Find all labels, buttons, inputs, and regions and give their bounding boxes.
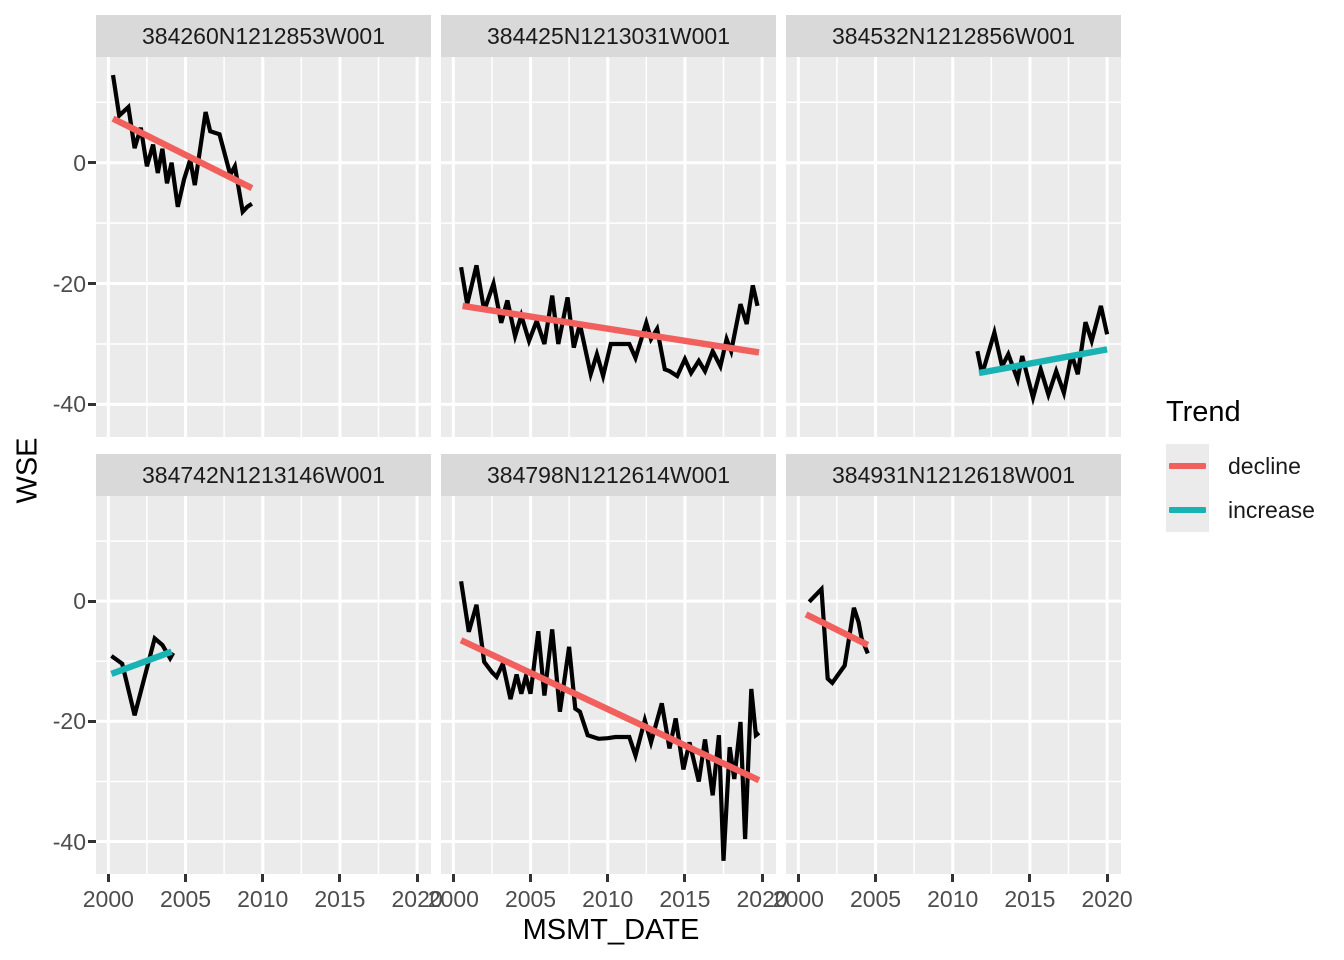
- legend-key-decline: [1166, 444, 1209, 488]
- y-tick-mark: [88, 840, 96, 844]
- x-tick-mark: [760, 874, 764, 882]
- x-tick-mark: [529, 874, 533, 882]
- facet-strip-title: 384931N1212618W001: [786, 454, 1121, 496]
- x-axis-title: MSMT_DATE: [522, 914, 700, 946]
- x-tick-mark: [451, 874, 455, 882]
- wse-line: [975, 305, 1110, 406]
- legend-title: Trend: [1166, 396, 1241, 428]
- facet-panel: [441, 57, 776, 437]
- x-tick-mark: [415, 874, 419, 882]
- x-tick-mark: [606, 874, 610, 882]
- x-tick-mark: [796, 874, 800, 882]
- y-axis-title: WSE: [11, 437, 44, 504]
- facet-strip-title: 384425N1213031W001: [441, 15, 776, 57]
- y-tick-mark: [88, 282, 96, 286]
- facet-panel: [96, 496, 431, 874]
- x-tick-label: 2010: [582, 886, 634, 912]
- y-tick-label: -40: [52, 828, 86, 855]
- wse-line: [807, 584, 870, 687]
- x-tick-label: 2000: [772, 886, 824, 912]
- legend-key-line-decline: [1169, 463, 1206, 469]
- wse-line: [110, 634, 176, 716]
- trend-legend: Trend decline increase: [1160, 392, 1344, 542]
- x-tick-mark: [951, 874, 955, 882]
- trend-line-decline: [462, 302, 760, 356]
- trend-line-increase: [978, 346, 1108, 377]
- x-tick-mark: [1028, 874, 1032, 882]
- x-tick-label: 2015: [659, 886, 711, 912]
- x-tick-label: 2010: [237, 886, 289, 912]
- x-tick-mark: [1105, 874, 1109, 882]
- x-tick-label: 2020: [1081, 886, 1133, 912]
- facet-panel: [786, 496, 1121, 874]
- facet-strip-title: 384742N1213146W001: [96, 454, 431, 496]
- x-tick-label: 2020: [736, 886, 788, 912]
- x-tick-label: 2005: [159, 886, 212, 912]
- x-tick-mark: [338, 874, 342, 882]
- x-tick-mark: [683, 874, 687, 882]
- y-tick-label: -20: [52, 270, 86, 297]
- facet-strip-title: 384532N1212856W001: [786, 15, 1121, 57]
- trend-line-decline: [459, 637, 761, 784]
- wse-line: [459, 264, 760, 385]
- x-tick-mark: [261, 874, 265, 882]
- wse-line: [459, 580, 761, 861]
- x-tick-label: 2010: [927, 886, 979, 912]
- x-tick-label: 2005: [849, 886, 902, 912]
- facet-strip-title: 384798N1212614W001: [441, 454, 776, 496]
- x-tick-label: 2015: [314, 886, 366, 912]
- trend-line-increase: [110, 648, 173, 677]
- legend-label: increase: [1228, 497, 1315, 523]
- facet-panel: [786, 57, 1121, 437]
- trend-line-decline: [804, 611, 870, 648]
- y-tick-mark: [88, 719, 96, 723]
- y-tick-label: 0: [73, 149, 86, 176]
- y-tick-mark: [88, 161, 96, 165]
- y-tick-label: 0: [73, 588, 86, 615]
- y-tick-mark: [88, 402, 96, 406]
- x-tick-label: 2000: [427, 886, 479, 912]
- x-tick-label: 2005: [504, 886, 557, 912]
- legend-key-line-increase: [1169, 507, 1206, 513]
- x-tick-mark: [874, 874, 878, 882]
- x-tick-label: 2020: [391, 886, 443, 912]
- legend-label: decline: [1228, 453, 1301, 479]
- x-tick-label: 2000: [82, 886, 134, 912]
- facet-panel: [96, 57, 431, 437]
- trend-line-decline: [111, 115, 254, 191]
- x-tick-mark: [184, 874, 188, 882]
- x-tick-label: 2015: [1004, 886, 1056, 912]
- facet-strip-title: 384260N1212853W001: [96, 15, 431, 57]
- y-tick-label: -20: [52, 708, 86, 735]
- y-tick-mark: [88, 599, 96, 603]
- legend-key-increase: [1166, 488, 1209, 532]
- x-tick-mark: [106, 874, 110, 882]
- facet-panel: [441, 496, 776, 874]
- y-tick-label: -40: [52, 391, 86, 418]
